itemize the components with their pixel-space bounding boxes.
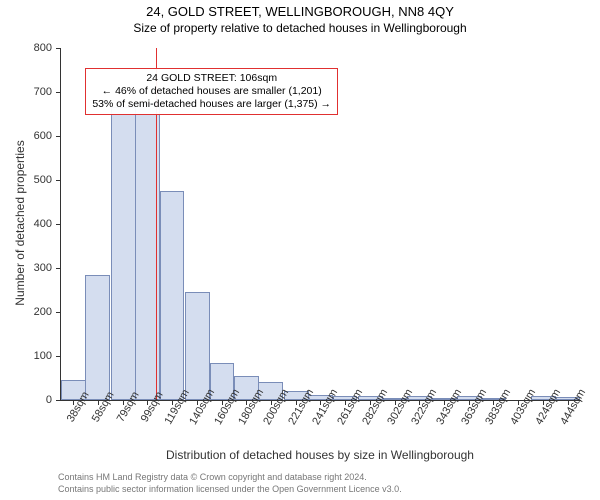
y-tick-label: 200 xyxy=(34,306,52,318)
y-tick-label: 0 xyxy=(46,394,52,406)
y-tick-label: 500 xyxy=(34,174,52,186)
plot-area: 24 GOLD STREET: 106sqm ← 46% of detached… xyxy=(60,48,581,401)
y-tick xyxy=(56,92,61,93)
y-tick xyxy=(56,356,61,357)
histogram-bar xyxy=(185,292,210,400)
y-tick-label: 100 xyxy=(34,350,52,362)
y-tick xyxy=(56,224,61,225)
y-tick-label: 700 xyxy=(34,86,52,98)
y-tick xyxy=(56,312,61,313)
annotation-line2: ← 46% of detached houses are smaller (1,… xyxy=(92,85,331,98)
x-axis-label: Distribution of detached houses by size … xyxy=(60,448,580,462)
footer-line1: Contains HM Land Registry data © Crown c… xyxy=(58,472,367,482)
annotation-line3: 53% of semi-detached houses are larger (… xyxy=(92,98,331,111)
y-tick-label: 400 xyxy=(34,218,52,230)
annotation-line1: 24 GOLD STREET: 106sqm xyxy=(92,72,331,85)
y-tick-label: 800 xyxy=(34,42,52,54)
y-tick xyxy=(56,48,61,49)
y-tick-label: 300 xyxy=(34,262,52,274)
histogram-bar xyxy=(160,191,185,400)
y-tick xyxy=(56,268,61,269)
histogram-bar xyxy=(85,275,110,400)
histogram-bar xyxy=(111,107,136,400)
chart-container: 24, GOLD STREET, WELLINGBOROUGH, NN8 4QY… xyxy=(0,0,600,500)
y-tick xyxy=(56,180,61,181)
page-subtitle: Size of property relative to detached ho… xyxy=(0,19,600,35)
y-tick-label: 600 xyxy=(34,130,52,142)
y-tick xyxy=(56,136,61,137)
footer-line2: Contains public sector information licen… xyxy=(58,484,402,494)
annotation-box: 24 GOLD STREET: 106sqm ← 46% of detached… xyxy=(85,68,338,115)
y-tick xyxy=(56,400,61,401)
y-axis-label: Number of detached properties xyxy=(13,123,27,323)
page-title: 24, GOLD STREET, WELLINGBOROUGH, NN8 4QY xyxy=(0,0,600,19)
